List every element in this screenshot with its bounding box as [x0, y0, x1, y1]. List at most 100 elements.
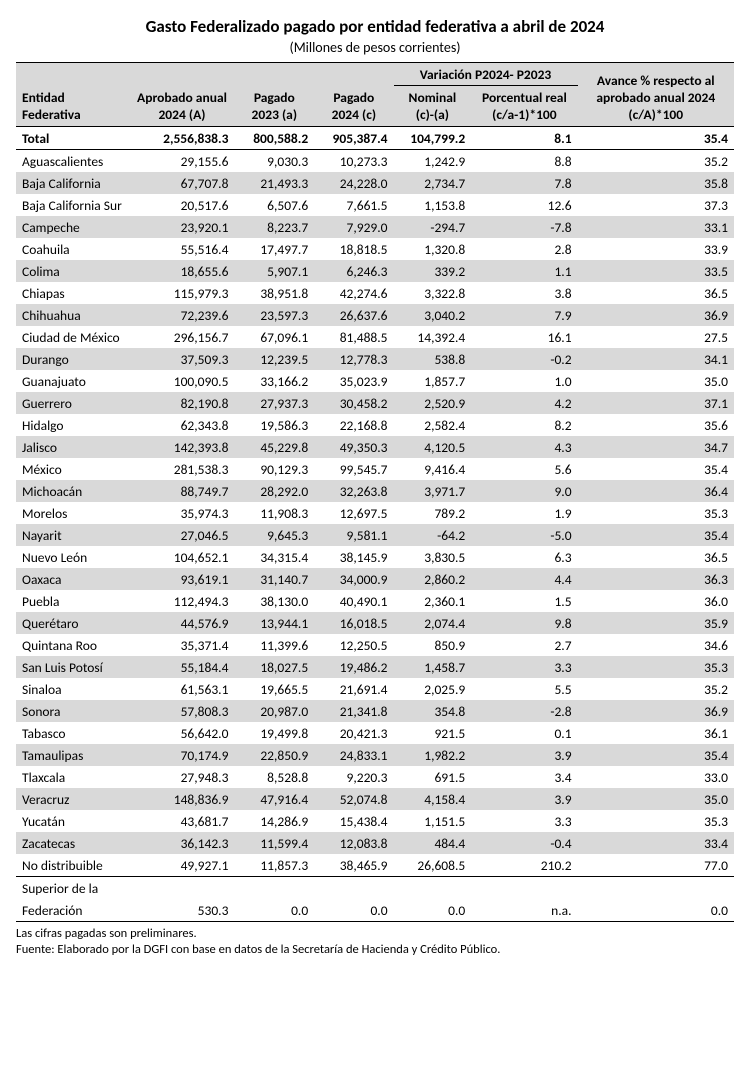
- cell: 3,830.5: [394, 546, 472, 568]
- cell: 35,023.9: [314, 370, 393, 392]
- cell: 115,979.3: [130, 282, 235, 304]
- cell: 1,857.7: [394, 370, 472, 392]
- cell: 530.3: [130, 899, 235, 922]
- cell: 0.0: [578, 899, 734, 922]
- cell: 49,350.3: [314, 436, 393, 458]
- table-row: Ciudad de México296,156.767,096.181,488.…: [16, 326, 734, 348]
- cell: Jalisco: [16, 436, 130, 458]
- cell: Zacatecas: [16, 832, 130, 854]
- cell: -0.2: [471, 348, 577, 370]
- cell: 28,292.0: [234, 480, 314, 502]
- cell: 35.6: [578, 414, 734, 436]
- table-row: Veracruz148,836.947,916.452,074.84,158.4…: [16, 788, 734, 810]
- cell: 9,220.3: [314, 766, 393, 788]
- table-row: Quintana Roo35,371.411,399.612,250.5850.…: [16, 634, 734, 656]
- cell: 21,341.8: [314, 700, 393, 722]
- cell: 4,120.5: [394, 436, 472, 458]
- table-row: Morelos35,974.311,908.312,697.5789.21.93…: [16, 502, 734, 524]
- cell: 36.5: [578, 546, 734, 568]
- cell: 15,438.4: [314, 810, 393, 832]
- cell: -294.7: [394, 216, 472, 238]
- cell: 38,130.0: [234, 590, 314, 612]
- cell: Campeche: [16, 216, 130, 238]
- cell: 37,509.3: [130, 348, 235, 370]
- cell: 2,860.2: [394, 568, 472, 590]
- cell: 2.7: [471, 634, 577, 656]
- table-row: No distribuible49,927.111,857.338,465.92…: [16, 854, 734, 877]
- cell: Tabasco: [16, 722, 130, 744]
- cell: 56,642.0: [130, 722, 235, 744]
- cell: 14,286.9: [234, 810, 314, 832]
- cell: 29,155.6: [130, 150, 235, 173]
- cell: 9,645.3: [234, 524, 314, 546]
- cell: 38,951.8: [234, 282, 314, 304]
- cell: 3.9: [471, 788, 577, 810]
- cell: 1.5: [471, 590, 577, 612]
- cell: 8,528.8: [234, 766, 314, 788]
- cell: No distribuible: [16, 854, 130, 877]
- row-total: Total2,556,838.3800,588.2905,387.4104,79…: [16, 127, 734, 150]
- cell: 6,507.6: [234, 194, 314, 216]
- table-row: Aguascalientes29,155.69,030.310,273.31,2…: [16, 150, 734, 173]
- table-row: Tlaxcala27,948.38,528.89,220.3691.53.433…: [16, 766, 734, 788]
- cell: Colima: [16, 260, 130, 282]
- cell: 18,027.5: [234, 656, 314, 678]
- cell: 3.8: [471, 282, 577, 304]
- cell: 11,599.4: [234, 832, 314, 854]
- cell: 112,494.3: [130, 590, 235, 612]
- cell: 1.0: [471, 370, 577, 392]
- cell: 27.5: [578, 326, 734, 348]
- cell: 16.1: [471, 326, 577, 348]
- cell: 27,948.3: [130, 766, 235, 788]
- cell: Nuevo León: [16, 546, 130, 568]
- footnotes: Las cifras pagadas son preliminares. Fue…: [16, 926, 734, 959]
- table-row: Oaxaca93,619.131,140.734,000.92,860.24.4…: [16, 568, 734, 590]
- cell: Oaxaca: [16, 568, 130, 590]
- cell: Michoacán: [16, 480, 130, 502]
- cell: 33.1: [578, 216, 734, 238]
- cell: 20,517.6: [130, 194, 235, 216]
- cell: 1,151.5: [394, 810, 472, 832]
- table-row: Colima18,655.65,907.16,246.3339.21.133.5: [16, 260, 734, 282]
- cell: 72,239.6: [130, 304, 235, 326]
- table-row: Nuevo León104,652.134,315.438,145.93,830…: [16, 546, 734, 568]
- cell: 35,974.3: [130, 502, 235, 524]
- table-row: Tabasco56,642.019,499.820,421.3921.50.13…: [16, 722, 734, 744]
- table-title: Gasto Federalizado pagado por entidad fe…: [16, 16, 734, 37]
- cell: 18,818.5: [314, 238, 393, 260]
- table-row: Baja California Sur20,517.66,507.67,661.…: [16, 194, 734, 216]
- cell: 4,158.4: [394, 788, 472, 810]
- data-table: Entidad Federativa Aprobado anual 2024 (…: [16, 62, 734, 922]
- cell: 27,937.3: [234, 392, 314, 414]
- cell: 9,581.1: [314, 524, 393, 546]
- cell: 210.2: [471, 854, 577, 877]
- cell: 21,493.3: [234, 172, 314, 194]
- cell: 0.0: [394, 899, 472, 922]
- table-row: San Luis Potosí55,184.418,027.519,486.21…: [16, 656, 734, 678]
- cell: 22,168.8: [314, 414, 393, 436]
- cell: 34.7: [578, 436, 734, 458]
- table-row: Sinaloa61,563.119,665.521,691.42,025.95.…: [16, 678, 734, 700]
- cell: 3.9: [471, 744, 577, 766]
- cell: 9,030.3: [234, 150, 314, 173]
- cell: 281,538.3: [130, 458, 235, 480]
- cell: 2,734.7: [394, 172, 472, 194]
- cell: 3.4: [471, 766, 577, 788]
- cell: Baja California Sur: [16, 194, 130, 216]
- row-superior-1: Superior de la: [16, 877, 734, 900]
- cell: 7,661.5: [314, 194, 393, 216]
- cell: Federación: [16, 899, 130, 922]
- cell: 142,393.8: [130, 436, 235, 458]
- cell: -64.2: [394, 524, 472, 546]
- cell: 82,190.8: [130, 392, 235, 414]
- table-row: Nayarit27,046.59,645.39,581.1-64.2-5.035…: [16, 524, 734, 546]
- cell: 921.5: [394, 722, 472, 744]
- col-nominal: Nominal (c)-(a): [394, 86, 472, 127]
- cell: 67,707.8: [130, 172, 235, 194]
- cell: 296,156.7: [130, 326, 235, 348]
- cell: 77.0: [578, 854, 734, 877]
- cell: 52,074.8: [314, 788, 393, 810]
- cell: 31,140.7: [234, 568, 314, 590]
- cell: 6,246.3: [314, 260, 393, 282]
- cell: 2,556,838.3: [130, 127, 235, 150]
